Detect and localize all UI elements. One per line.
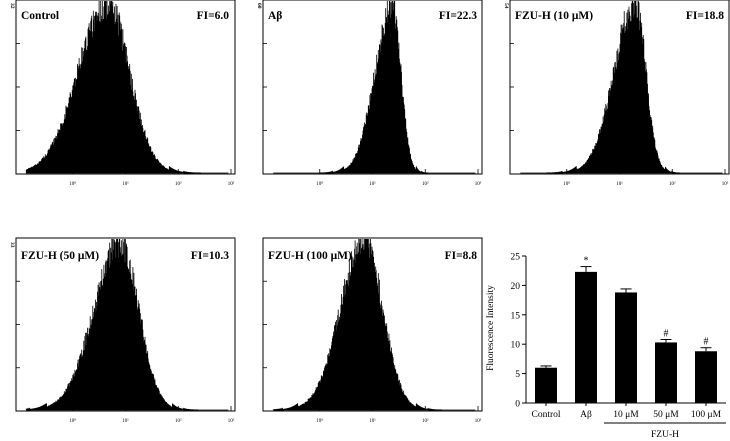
group-label: FZU-H xyxy=(651,430,679,440)
x-tick-label: 10² xyxy=(422,181,429,187)
histogram-panel-control: Control FI=6.0 32 10⁰ 10¹ 10² 10³ xyxy=(9,0,236,187)
y-max-label-control: 32 xyxy=(9,3,15,9)
x-tick-label: 10⁰ xyxy=(316,418,323,424)
bar-y-tick-label: 15 xyxy=(511,311,521,321)
x-tick-label: 10³ xyxy=(475,418,482,424)
x-tick-label: 10⁰ xyxy=(69,181,76,187)
x-tick-label: 10² xyxy=(669,181,676,187)
x-tick-label: 10³ xyxy=(475,181,482,187)
y-max-label-abeta: 60 xyxy=(256,3,262,9)
x-tick-label: 10¹ xyxy=(369,418,376,424)
x-tick-label: 10³ xyxy=(228,418,235,424)
bar xyxy=(655,342,677,403)
histogram-panel-fzu-50: FZU-H (50 μM) FI=10.3 33 10⁰ 10¹ 10² 10³ xyxy=(9,237,236,424)
bar-y-tick-label: 10 xyxy=(511,341,521,351)
bar-category-label: 100 μM xyxy=(691,410,722,420)
x-tick-label: 10⁰ xyxy=(69,418,76,424)
histogram-area-fzu-10 xyxy=(520,0,723,175)
histogram-area-abeta xyxy=(273,0,476,175)
bar-chart-y-label: Fluorescence Intensity xyxy=(486,285,496,371)
bar-y-tick-label: 20 xyxy=(511,282,521,292)
significance-mark: # xyxy=(704,337,709,348)
fi-value-fzu-100: FI=8.8 xyxy=(445,250,478,262)
fi-value-fzu-10: FI=18.8 xyxy=(686,10,724,22)
bar xyxy=(575,271,597,403)
histogram-panel-fzu-100: FZU-H (100 μM) FI=8.8 10⁰ 10¹ 10² 10³ xyxy=(262,237,483,424)
significance-mark: * xyxy=(584,256,589,267)
histogram-panel-abeta: Aβ FI=22.3 60 10⁰ 10¹ 10² 10³ xyxy=(256,0,483,187)
bar-y-tick-label: 0 xyxy=(515,400,520,410)
x-tick-label: 10³ xyxy=(722,181,729,187)
x-tick-label: 10² xyxy=(175,181,182,187)
x-tick-label: 10² xyxy=(175,418,182,424)
y-max-label-fzu-10: 54 xyxy=(503,3,509,9)
x-tick-label: 10⁰ xyxy=(316,181,323,187)
x-tick-label: 10³ xyxy=(228,181,235,187)
bar-category-label: 50 μM xyxy=(653,410,679,420)
bar-chart: Fluorescence Intensity 0 5 10 15 20 25 * # # Co… xyxy=(486,253,726,440)
histogram-area-fzu-100 xyxy=(272,238,476,412)
panel-title-abeta: Aβ xyxy=(268,10,282,22)
bar-category-label: 10 μM xyxy=(613,410,639,420)
fi-value-fzu-50: FI=10.3 xyxy=(191,250,229,262)
bar xyxy=(695,351,717,403)
panel-title-fzu-50: FZU-H (50 μM) xyxy=(21,250,99,262)
fi-value-abeta: FI=22.3 xyxy=(439,10,477,22)
bar-y-tick-label: 5 xyxy=(515,370,520,380)
x-tick-label: 10¹ xyxy=(122,418,129,424)
x-tick-label: 10⁰ xyxy=(563,181,570,187)
y-max-label-fzu-50: 33 xyxy=(9,242,15,248)
x-tick-label: 10¹ xyxy=(122,181,129,187)
bar xyxy=(535,367,557,403)
panel-title-control: Control xyxy=(21,10,59,22)
histogram-panel-fzu-10: FZU-H (10 μM) FI=18.8 54 10⁰ 10¹ 10² 10³ xyxy=(503,0,730,187)
significance-mark: # xyxy=(664,328,669,339)
x-tick-label: 10² xyxy=(422,418,429,424)
fi-value-control: FI=6.0 xyxy=(197,10,230,22)
histogram-area-fzu-50 xyxy=(25,238,229,412)
x-tick-label: 10¹ xyxy=(616,181,623,187)
x-tick-label: 10¹ xyxy=(369,181,376,187)
panel-title-fzu-10: FZU-H (10 μM) xyxy=(515,10,593,22)
bar-y-tick-label: 25 xyxy=(511,253,521,263)
bar-category-label: Aβ xyxy=(580,410,592,420)
bar-category-label: Control xyxy=(531,410,560,420)
histogram-area-control xyxy=(25,0,229,175)
panel-title-fzu-100: FZU-H (100 μM) xyxy=(268,250,352,262)
bar xyxy=(615,292,637,403)
